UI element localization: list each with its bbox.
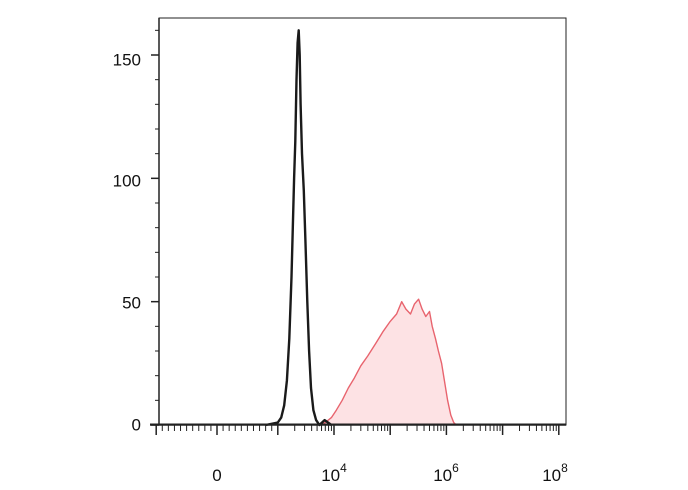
y-tick-labels: 0 50 100 150 <box>113 51 141 435</box>
y-tick-label: 150 <box>113 51 141 70</box>
series-area <box>319 299 457 425</box>
x-tick-labels: 0 104 106 108 <box>212 461 568 485</box>
y-tick-label: 0 <box>132 416 141 435</box>
x-tick-label: 108 <box>542 461 568 485</box>
x-tick-label: 104 <box>321 461 347 485</box>
y-axis <box>151 18 160 426</box>
series-line <box>319 298 457 426</box>
x-axis <box>150 424 566 435</box>
series-line <box>265 29 333 427</box>
y-tick-label: 50 <box>122 294 141 313</box>
series-layer <box>150 29 566 427</box>
x-tick-label: 106 <box>433 461 459 485</box>
y-tick-label: 100 <box>113 172 141 191</box>
x-tick-label: 0 <box>212 466 221 485</box>
